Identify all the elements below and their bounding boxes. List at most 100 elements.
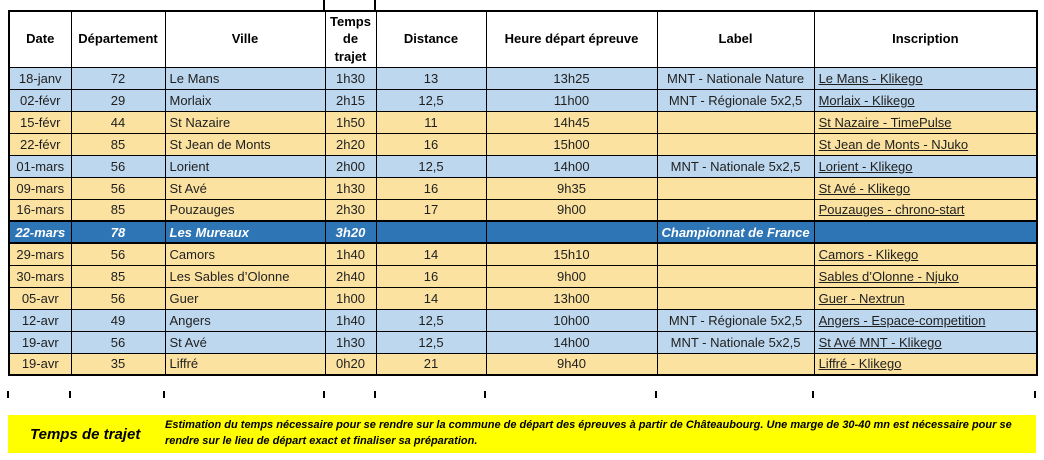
inscription-link[interactable]: Lorient - Klikego [818, 158, 913, 174]
col-header-date: Date [8, 10, 72, 68]
cell-inscription: Pouzauges - chrono-start [813, 198, 1038, 222]
cell-date: 12-avr [8, 308, 72, 332]
cell-temps-de-trajet: 2h15 [324, 88, 377, 112]
inscription-link[interactable]: Morlaix - Klikego [818, 92, 915, 108]
table-row: 16-mars 85 Pouzauges 2h30 17 9h00 Pouzau… [8, 198, 1038, 222]
cell-distance: 12,5 [375, 330, 487, 354]
cell-label: MNT - Nationale 5x2,5 [656, 154, 815, 178]
cell-heure-depart: 9h00 [485, 198, 658, 222]
grid-stub [812, 391, 814, 398]
cell-inscription: Le Mans - Klikego [813, 66, 1038, 90]
cell-heure-depart: 9h35 [485, 176, 658, 200]
cell-departement: 85 [70, 132, 166, 156]
cell-inscription: Lorient - Klikego [813, 154, 1038, 178]
cell-ville: Le Mans [164, 66, 326, 90]
table-row: 01-mars 56 Lorient 2h00 12,5 14h00 MNT -… [8, 154, 1038, 178]
inscription-link[interactable]: Sables d’Olonne - Njuko [818, 268, 959, 284]
inscription-link[interactable]: Le Mans - Klikego [818, 70, 923, 86]
cell-heure-depart: 15h10 [485, 242, 658, 266]
cell-temps-de-trajet: 0h20 [324, 352, 377, 376]
col-header-temps-de-trajet: Temps de trajet [324, 10, 377, 68]
cell-heure-depart [485, 220, 658, 244]
cell-heure-depart: 9h00 [485, 264, 658, 288]
inscription-link[interactable]: St Jean de Monts - NJuko [818, 136, 969, 152]
footnote-text: Estimation du temps nécessaire pour se r… [165, 419, 1012, 447]
cell-inscription: St Avé MNT - Klikego [813, 330, 1038, 354]
col-header-inscription: Inscription [813, 10, 1038, 68]
inscription-link[interactable]: Angers - Espace-competition [818, 312, 986, 328]
col-header-departement: Département [70, 10, 166, 68]
cell-departement: 56 [70, 286, 166, 310]
table-row: 19-avr 56 St Avé 1h30 12,5 14h00 MNT - N… [8, 330, 1038, 354]
cell-heure-depart: 14h45 [485, 110, 658, 134]
cell-label [656, 176, 815, 200]
cell-distance: 16 [375, 264, 487, 288]
cell-heure-depart: 14h00 [485, 330, 658, 354]
inscription-link[interactable]: Camors - Klikego [818, 246, 919, 262]
cell-date: 02-févr [8, 88, 72, 112]
cell-date: 22-mars [8, 220, 72, 244]
inscription-link[interactable]: St Nazaire - TimePulse [818, 114, 952, 130]
cell-temps-de-trajet: 1h30 [324, 176, 377, 200]
table-row: 12-avr 49 Angers 1h40 12,5 10h00 MNT - R… [8, 308, 1038, 332]
inscription-link[interactable]: Liffré - Klikego [818, 356, 902, 372]
cell-date: 09-mars [8, 176, 72, 200]
cell-heure-depart: 10h00 [485, 308, 658, 332]
cell-distance: 14 [375, 286, 487, 310]
cell-label [656, 264, 815, 288]
table-row: 05-avr 56 Guer 1h00 14 13h00 Guer - Next… [8, 286, 1038, 310]
cell-distance: 14 [375, 242, 487, 266]
cell-temps-de-trajet: 1h30 [324, 66, 377, 90]
cell-temps-de-trajet: 2h20 [324, 132, 377, 156]
cell-inscription: St Nazaire - TimePulse [813, 110, 1038, 134]
cell-inscription: St Avé - Klikego [813, 176, 1038, 200]
cell-ville: Lorient [164, 154, 326, 178]
inscription-link[interactable]: Guer - Nextrun [818, 290, 905, 306]
cell-inscription: Morlaix - Klikego [813, 88, 1038, 112]
cell-label: MNT - Régionale 5x2,5 [656, 88, 815, 112]
table-row: 29-mars 56 Camors 1h40 14 15h10 Camors -… [8, 242, 1038, 266]
cell-date: 19-avr [8, 352, 72, 376]
schedule-table-body: 18-janv 72 Le Mans 1h30 13 13h25 MNT - N… [8, 66, 1038, 376]
cell-departement: 35 [70, 352, 166, 376]
cell-inscription: Sables d’Olonne - Njuko [813, 264, 1038, 288]
col-header-heure-depart: Heure départ épreuve [485, 10, 658, 68]
cell-inscription: Camors - Klikego [813, 242, 1038, 266]
grid-stub [655, 391, 657, 398]
inscription-link[interactable]: Pouzauges - chrono-start [818, 202, 965, 218]
table-header: Date Département Ville Temps de trajet D… [8, 10, 1038, 68]
cell-ville: St Jean de Monts [164, 132, 326, 156]
table-row: 30-mars 85 Les Sables d’Olonne 2h40 16 9… [8, 264, 1038, 288]
cell-distance [375, 220, 487, 244]
grid-stub [374, 0, 376, 10]
cell-label: Championnat de France [656, 220, 815, 244]
cell-distance: 17 [375, 198, 487, 222]
cell-label [656, 242, 815, 266]
cell-date: 05-avr [8, 286, 72, 310]
cell-inscription [813, 220, 1038, 244]
cell-date: 19-avr [8, 330, 72, 354]
cell-date: 18-janv [8, 66, 72, 90]
cell-inscription: St Jean de Monts - NJuko [813, 132, 1038, 156]
inscription-link[interactable]: St Avé MNT - Klikego [818, 334, 942, 350]
cell-heure-depart: 13h00 [485, 286, 658, 310]
cell-departement: 56 [70, 242, 166, 266]
table-row: 15-févr 44 St Nazaire 1h50 11 14h45 St N… [8, 110, 1038, 134]
cell-ville: Liffré [164, 352, 326, 376]
cell-date: 30-mars [8, 264, 72, 288]
cell-label [656, 198, 815, 222]
table-row: 22-mars 78 Les Mureaux 3h20 Championnat … [8, 220, 1038, 244]
cell-label: MNT - Nationale 5x2,5 [656, 330, 815, 354]
cell-temps-de-trajet: 1h40 [324, 242, 377, 266]
cell-temps-de-trajet: 2h00 [324, 154, 377, 178]
inscription-link[interactable]: St Avé - Klikego [818, 180, 911, 196]
cell-departement: 72 [70, 66, 166, 90]
cell-heure-depart: 14h00 [485, 154, 658, 178]
col-header-ville: Ville [164, 10, 326, 68]
cell-departement: 78 [70, 220, 166, 244]
cell-label: MNT - Nationale Nature [656, 66, 815, 90]
cell-ville: Morlaix [164, 88, 326, 112]
grid-stub [69, 391, 71, 398]
cell-inscription: Liffré - Klikego [813, 352, 1038, 376]
